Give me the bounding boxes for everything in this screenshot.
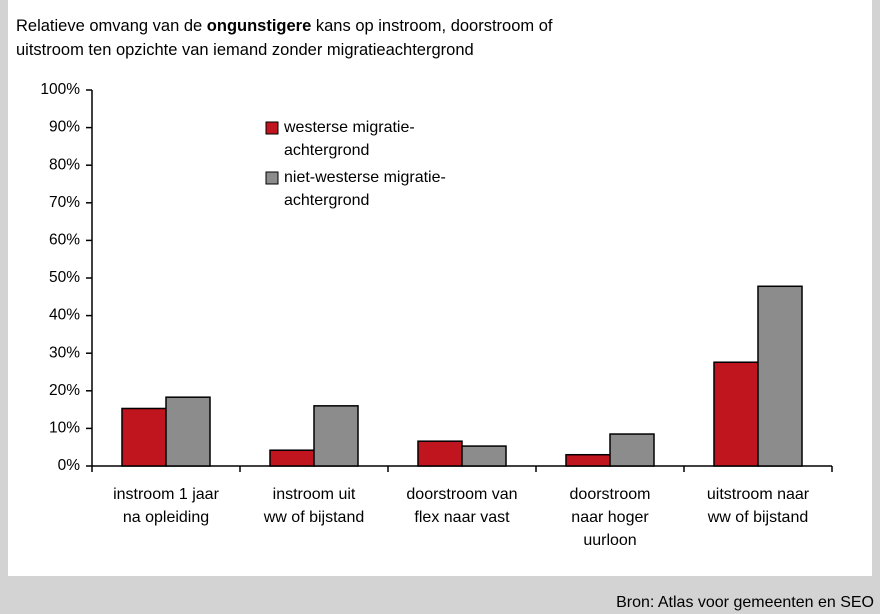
- x-tick-label: uitstroom naar ww of bijstand: [706, 486, 810, 526]
- bar: [565, 453, 611, 467]
- chart-panel: [8, 0, 872, 576]
- bar: [609, 433, 655, 467]
- title-bold: ongunstigere: [206, 17, 312, 35]
- x-tick-label: doorstroom van flex naar vast: [406, 486, 518, 526]
- x-tick-label: instroom 1 jaar na opleiding: [113, 486, 219, 526]
- y-tick-label: 10%: [49, 419, 80, 436]
- bar: [313, 405, 359, 467]
- bar: [165, 396, 211, 467]
- legend-swatch: [265, 121, 279, 135]
- x-tick-label: doorstroom naar hoger uurloon: [569, 486, 651, 549]
- legend-label: westerse migratie- achtergrond: [284, 119, 415, 159]
- bar: [121, 407, 167, 467]
- y-tick-label: 40%: [49, 307, 80, 324]
- bar: [461, 445, 507, 467]
- y-tick-label: 30%: [49, 344, 80, 361]
- chart-title: Relatieve omvang van de ongunstigere kan…: [16, 14, 553, 62]
- bar: [269, 449, 315, 467]
- x-tick-label: instroom uit ww of bijstand: [263, 486, 365, 526]
- legend-label: niet-westerse migratie- achtergrond: [284, 169, 446, 209]
- y-tick-label: 20%: [49, 382, 80, 399]
- y-tick-label: 100%: [40, 81, 80, 98]
- y-tick-label: 90%: [49, 119, 80, 136]
- bar: [417, 440, 463, 467]
- bar: [713, 361, 759, 467]
- title-part: Relatieve omvang van de: [16, 17, 207, 35]
- title-part: kans op instroom, doorstroom of uitstroo…: [16, 17, 553, 59]
- y-tick-label: 80%: [49, 156, 80, 173]
- bar: [757, 285, 803, 467]
- legend-swatch: [265, 171, 279, 185]
- source: Bron: Atlas voor gemeenten en SEO: [616, 594, 874, 611]
- y-tick-label: 70%: [49, 194, 80, 211]
- y-tick-label: 0%: [58, 457, 81, 474]
- y-tick-label: 50%: [49, 269, 80, 286]
- y-tick-label: 60%: [49, 231, 80, 248]
